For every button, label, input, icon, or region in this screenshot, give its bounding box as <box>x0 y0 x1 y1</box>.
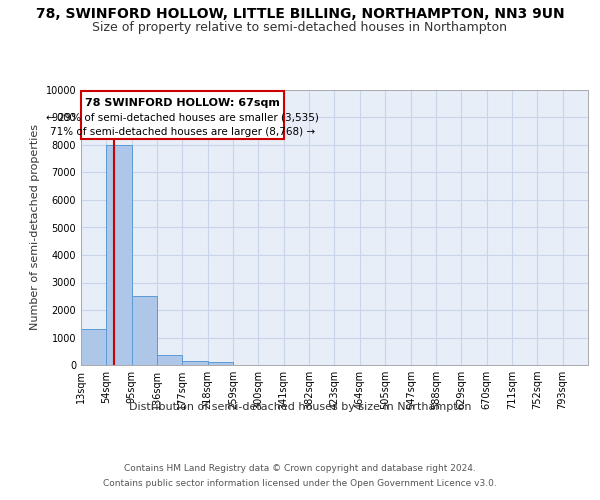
Y-axis label: Number of semi-detached properties: Number of semi-detached properties <box>30 124 40 330</box>
Text: Contains HM Land Registry data © Crown copyright and database right 2024.: Contains HM Land Registry data © Crown c… <box>124 464 476 473</box>
Text: ← 29% of semi-detached houses are smaller (3,535): ← 29% of semi-detached houses are smalle… <box>46 112 319 122</box>
FancyBboxPatch shape <box>81 90 284 140</box>
Bar <box>182 361 208 365</box>
Text: Size of property relative to semi-detached houses in Northampton: Size of property relative to semi-detach… <box>92 21 508 34</box>
Bar <box>81 329 106 365</box>
Text: 78, SWINFORD HOLLOW, LITTLE BILLING, NORTHAMPTON, NN3 9UN: 78, SWINFORD HOLLOW, LITTLE BILLING, NOR… <box>35 8 565 22</box>
Bar <box>106 145 131 365</box>
Text: Distribution of semi-detached houses by size in Northampton: Distribution of semi-detached houses by … <box>129 402 471 412</box>
Text: 78 SWINFORD HOLLOW: 67sqm: 78 SWINFORD HOLLOW: 67sqm <box>85 98 280 108</box>
Bar <box>208 362 233 365</box>
Text: 71% of semi-detached houses are larger (8,768) →: 71% of semi-detached houses are larger (… <box>50 127 315 137</box>
Bar <box>157 354 182 365</box>
Bar <box>131 296 157 365</box>
Text: Contains public sector information licensed under the Open Government Licence v3: Contains public sector information licen… <box>103 479 497 488</box>
